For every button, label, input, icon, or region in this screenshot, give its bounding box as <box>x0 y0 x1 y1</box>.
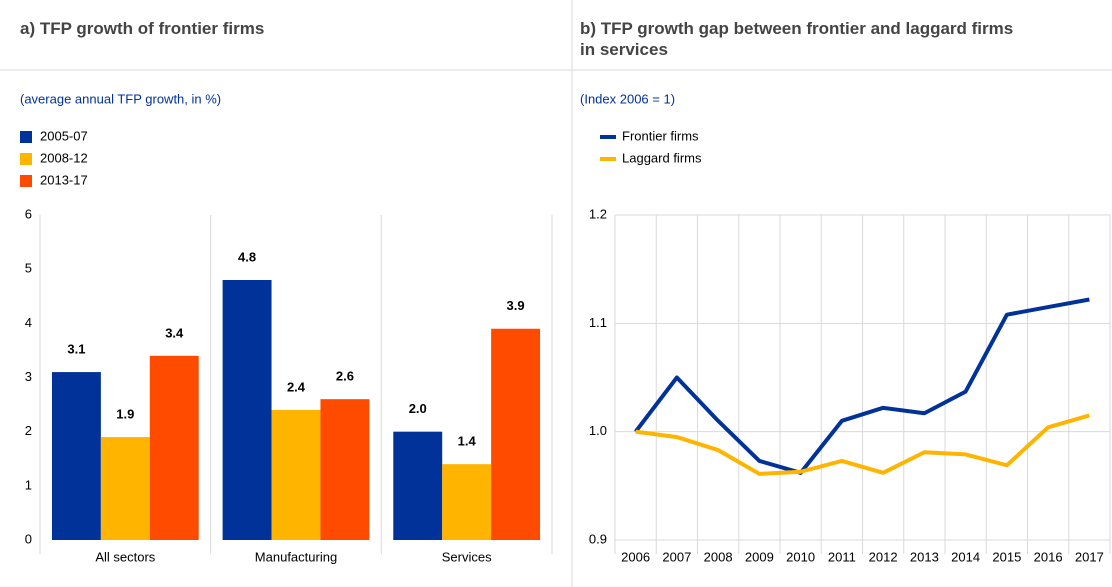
line <box>635 413 1090 476</box>
bar <box>442 464 492 540</box>
value-label: 2.4 <box>287 379 306 394</box>
legend-label: Laggard firms <box>622 150 702 165</box>
y-tick-label: 0 <box>25 531 32 546</box>
x-tick-label: 2008 <box>704 549 733 564</box>
y-tick-label: 1.1 <box>589 315 607 330</box>
x-tick-label: 2006 <box>621 549 650 564</box>
value-label: 1.4 <box>458 434 477 449</box>
x-tick-label: 2015 <box>992 549 1021 564</box>
x-tick-label: Services <box>442 549 492 564</box>
y-tick-label: 6 <box>25 206 32 221</box>
bar <box>149 355 199 540</box>
x-tick-label: 2011 <box>828 549 856 564</box>
y-tick-label: 5 <box>25 261 32 276</box>
bar <box>320 399 370 540</box>
bar <box>222 280 272 540</box>
value-label: 3.9 <box>507 298 525 313</box>
legend-label: 2008-12 <box>40 150 88 165</box>
subtitle: (average annual TFP growth, in %) <box>20 91 221 106</box>
x-tick-label: 2010 <box>786 549 815 564</box>
x-tick-label: 2017 <box>1075 549 1104 564</box>
bar <box>491 328 541 540</box>
panel-title: b) TFP growth gap between frontier and l… <box>580 19 1013 59</box>
y-tick-label: 3 <box>25 369 32 384</box>
legend-swatch <box>20 153 32 165</box>
y-tick-label: 1.0 <box>589 423 607 438</box>
x-tick-label: 2009 <box>745 549 774 564</box>
legend-swatch <box>20 175 32 187</box>
x-tick-label: 2013 <box>910 549 939 564</box>
subtitle: (Index 2006 = 1) <box>580 91 675 106</box>
x-tick-label: Manufacturing <box>255 549 337 564</box>
legend-label: Frontier firms <box>622 128 699 143</box>
x-tick-label: 2016 <box>1034 549 1063 564</box>
bar <box>393 431 443 540</box>
bar <box>51 372 101 540</box>
y-tick-label: 4 <box>25 315 32 330</box>
y-tick-label: 1 <box>25 477 32 492</box>
y-tick-label: 2 <box>25 423 32 438</box>
legend-label: 2005-07 <box>40 128 88 143</box>
value-label: 2.0 <box>409 401 427 416</box>
value-label: 3.1 <box>67 342 85 357</box>
bar <box>271 410 321 540</box>
value-label: 4.8 <box>238 249 256 264</box>
x-tick-label: 2012 <box>869 549 898 564</box>
x-tick-label: 2007 <box>662 549 691 564</box>
x-tick-label: All sectors <box>95 549 155 564</box>
legend-swatch <box>20 131 32 143</box>
value-label: 2.6 <box>336 369 354 384</box>
bar <box>100 437 150 540</box>
value-label: 3.4 <box>165 325 184 340</box>
x-tick-label: 2014 <box>951 549 980 564</box>
legend-label: 2013-17 <box>40 172 88 187</box>
y-tick-label: 1.2 <box>589 206 607 221</box>
panel-title: a) TFP growth of frontier firms <box>20 19 264 38</box>
value-label: 1.9 <box>116 407 134 422</box>
y-tick-label: 0.9 <box>589 531 607 546</box>
line <box>634 297 1090 475</box>
